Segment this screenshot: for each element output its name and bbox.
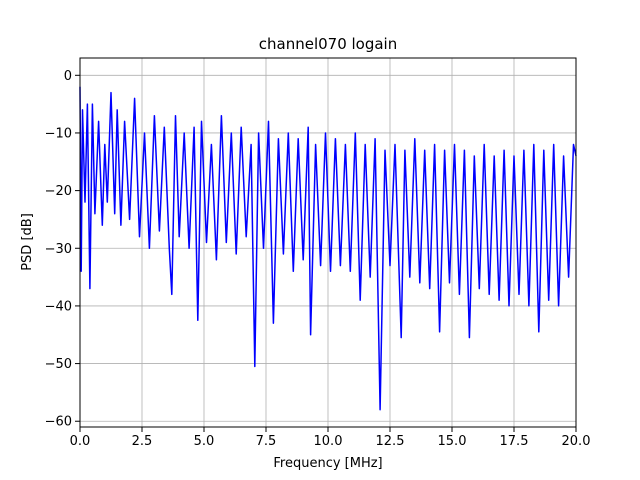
x-tick-label: 15.0	[438, 434, 467, 449]
x-tick-label: 2.5	[132, 434, 153, 449]
x-tick-label: 10.0	[314, 434, 343, 449]
y-tick-label: −10	[45, 126, 72, 141]
x-tick-label: 5.0	[194, 434, 215, 449]
y-tick-label: −50	[45, 357, 72, 372]
x-axis-label: Frequency [MHz]	[273, 456, 382, 471]
y-axis-label: PSD [dB]	[20, 213, 35, 271]
y-axis-ticks: 0 −10 −20 −30 −40 −50 −60	[45, 69, 80, 430]
x-tick-label: 12.5	[376, 434, 405, 449]
y-tick-label: −30	[45, 242, 72, 257]
x-tick-label: 17.5	[500, 434, 529, 449]
y-tick-label: −20	[45, 184, 72, 199]
x-tick-label: 7.5	[256, 434, 277, 449]
y-tick-label: −60	[45, 415, 72, 430]
y-tick-label: −40	[45, 299, 72, 314]
psd-series-line	[79, 86, 577, 411]
x-tick-label: 0.0	[70, 434, 91, 449]
x-axis-ticks: 0.0 2.5 5.0 7.5 10.0 12.5 15.0 17.5 20.0	[70, 427, 591, 449]
chart-title: channel070 logain	[259, 35, 398, 53]
x-tick-label: 20.0	[562, 434, 591, 449]
y-tick-label: 0	[64, 69, 72, 84]
